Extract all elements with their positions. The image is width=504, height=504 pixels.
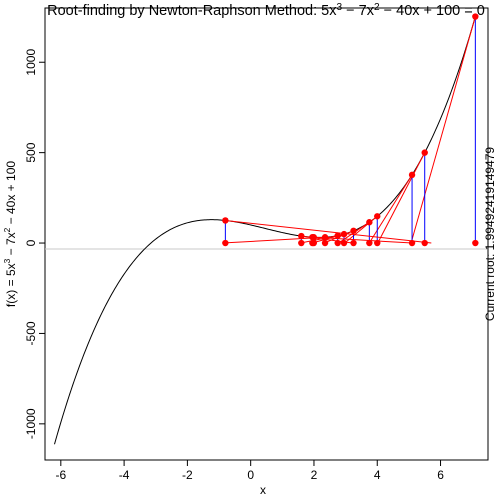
y-axis: -1000 -500 0 500 1000	[24, 49, 45, 439]
tangent-segment	[225, 219, 432, 244]
iterate-axis-point	[222, 239, 229, 247]
x-tick-label: 0	[247, 468, 254, 482]
x-tick-label: -4	[119, 468, 130, 482]
x-tick-label: 6	[437, 468, 444, 482]
y-tick-label: -1000	[24, 408, 38, 439]
tangent-segment	[368, 174, 413, 244]
iterate-curve-point	[321, 234, 329, 241]
iterate-axis-point	[334, 239, 341, 247]
tangent-segment	[300, 235, 338, 244]
current-root-label: Current root: 1.99492419149479	[483, 147, 497, 321]
iterate-curve-point	[298, 232, 305, 240]
iterate-curve-point	[408, 171, 416, 179]
iterate-curve-point	[472, 13, 479, 20]
iterate-curve-point	[334, 232, 341, 239]
iterate-curve-point	[366, 219, 373, 226]
iterate-axis-point	[366, 239, 373, 247]
y-axis-label: f(x) = 5x3 − 7x2 − 40x + 100	[2, 161, 18, 307]
x-tick-label: 4	[374, 468, 381, 482]
iterate-axis-point	[310, 239, 318, 247]
iterate-axis-point	[298, 239, 305, 247]
tangent-segment	[312, 236, 413, 244]
iterate-axis-point	[350, 239, 357, 247]
y-tick-label: 0	[24, 239, 38, 246]
y-tick-label: 1000	[24, 49, 38, 76]
iterate-axis-point	[421, 239, 428, 247]
chart-title: Root-finding by Newton-Raphson Method: 5…	[47, 2, 485, 20]
iterate-axis-point	[472, 239, 479, 247]
x-axis-label: x	[260, 483, 266, 497]
iterate-axis-point	[408, 239, 416, 247]
y-tick-label: 500	[24, 142, 38, 162]
iterate-curve-point	[222, 217, 229, 224]
iterate-curve-point	[310, 234, 318, 241]
iterate-axis-point	[321, 239, 329, 247]
x-tick-label: 2	[311, 468, 318, 482]
iterate-curve-point	[350, 227, 357, 234]
iterate-curve-point	[374, 213, 381, 220]
iterate-curve-point	[421, 149, 428, 156]
newton-iterations	[222, 13, 479, 247]
iterate-axis-point	[374, 239, 381, 247]
x-tick-label: -6	[55, 468, 66, 482]
y-tick-label: -500	[24, 321, 38, 345]
iterate-curve-point	[340, 230, 348, 238]
tangent-segment	[222, 236, 326, 244]
tangent-segment	[377, 152, 426, 244]
plot-area-frame	[44, 7, 489, 461]
x-axis: -6 -4 -2 0 2 4 6	[55, 460, 444, 482]
iterate-axis-point	[340, 239, 348, 247]
tangent-segment	[410, 16, 476, 244]
x-tick-label: -2	[182, 468, 193, 482]
